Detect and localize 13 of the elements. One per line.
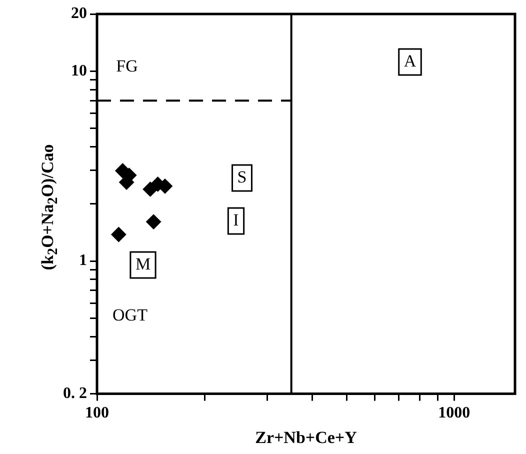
annotation: FG — [116, 56, 138, 76]
annotation: M — [135, 254, 151, 274]
y-tick-label: 0. 2 — [63, 384, 87, 402]
x-tick-label: 1000 — [438, 404, 470, 422]
x-tick-label: 100 — [85, 404, 109, 422]
y-tick-label: 20 — [71, 5, 87, 22]
x-axis-title: Zr+Nb+Ce+Y — [254, 428, 358, 448]
annotation: A — [404, 51, 417, 70]
annotation: S — [237, 167, 247, 186]
y-tick-label: 10 — [71, 62, 87, 80]
y-tick-label: 1 — [79, 252, 87, 270]
annotation: OGT — [112, 305, 148, 324]
annotation: I — [233, 210, 240, 230]
